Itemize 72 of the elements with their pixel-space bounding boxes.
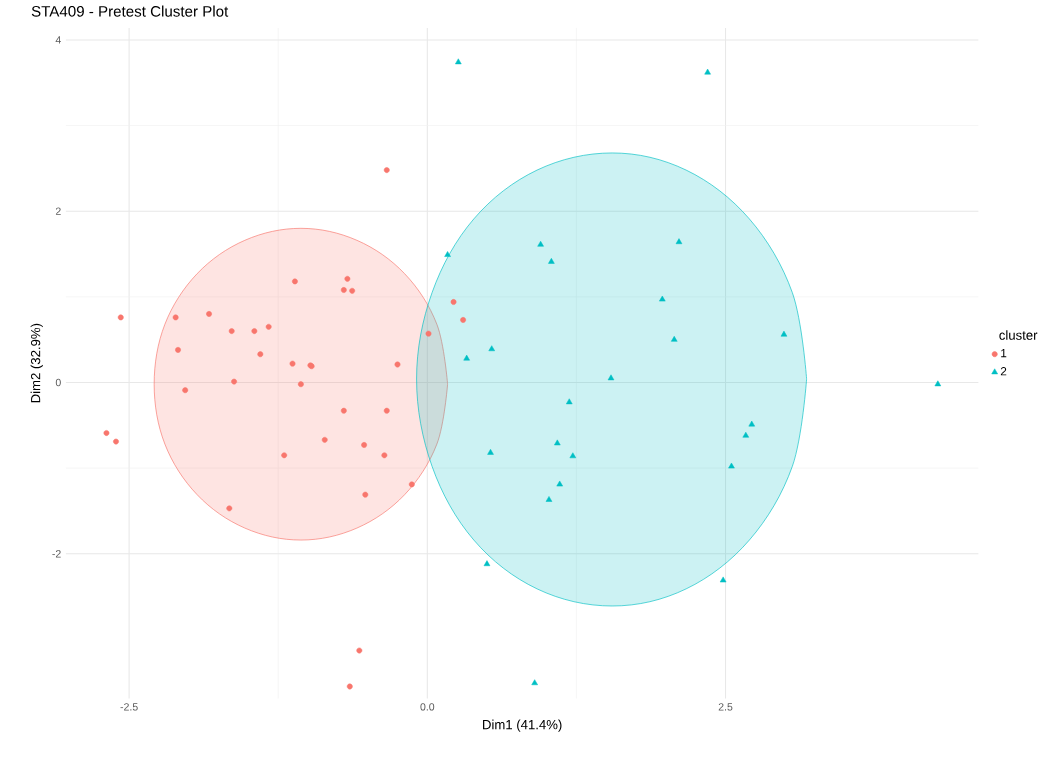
point [383,167,390,174]
point [297,381,304,388]
point [455,58,462,65]
point [671,336,678,342]
point [251,328,258,335]
point [748,420,755,427]
point [531,679,538,686]
point [383,408,390,414]
point [675,238,683,245]
point [934,380,942,387]
point [182,387,189,394]
x-tick-label: 2.5 [718,703,733,711]
point [460,317,466,324]
legend-title: cluster [999,330,1038,340]
point [566,398,573,405]
x-axis-title: Dim1 (41.4%) [483,719,562,733]
point [356,647,363,654]
y-tick-label: 4 [55,36,61,44]
point [349,288,356,294]
point [569,452,577,459]
legend-label: 1 [1001,349,1007,358]
y-tick-label: -2 [52,550,61,558]
point [780,331,788,337]
point [226,505,233,512]
x-tick-label: -2.5 [120,703,138,711]
point [340,408,347,414]
y-axis-title: Dim2 (32.9%) [30,324,43,403]
point [206,311,212,318]
point [175,347,181,354]
point [488,345,495,352]
point [719,576,727,583]
point [463,354,470,361]
y-tick-label: 0 [55,378,61,387]
point [113,438,119,445]
point [659,295,666,302]
point [704,68,711,75]
y-tick-label: 2 [55,207,61,216]
point [292,278,298,285]
point [545,496,553,502]
point [408,481,415,488]
point [394,361,401,368]
x-tick-label: 0.0 [420,703,435,711]
point [281,452,288,459]
point [344,276,351,282]
point [346,683,353,690]
point [289,360,296,367]
point [265,324,272,330]
point [340,287,347,294]
point [381,452,388,459]
point [548,258,555,264]
point [607,374,615,381]
point [444,251,451,258]
point [228,328,235,335]
point [556,480,563,487]
point [103,430,110,437]
point [537,241,544,247]
point [450,299,457,306]
point [257,351,264,358]
legend-label: 2 [1000,367,1007,376]
point [487,449,494,455]
point [231,378,237,385]
point [172,314,179,321]
chart-title: STA409 - Pretest Cluster Plot [31,5,229,17]
point [728,462,735,469]
point [321,437,328,443]
point [425,330,432,337]
point [117,314,124,321]
point [483,560,491,567]
point [361,442,367,449]
point [554,439,561,446]
point [742,432,750,438]
point [362,491,369,498]
